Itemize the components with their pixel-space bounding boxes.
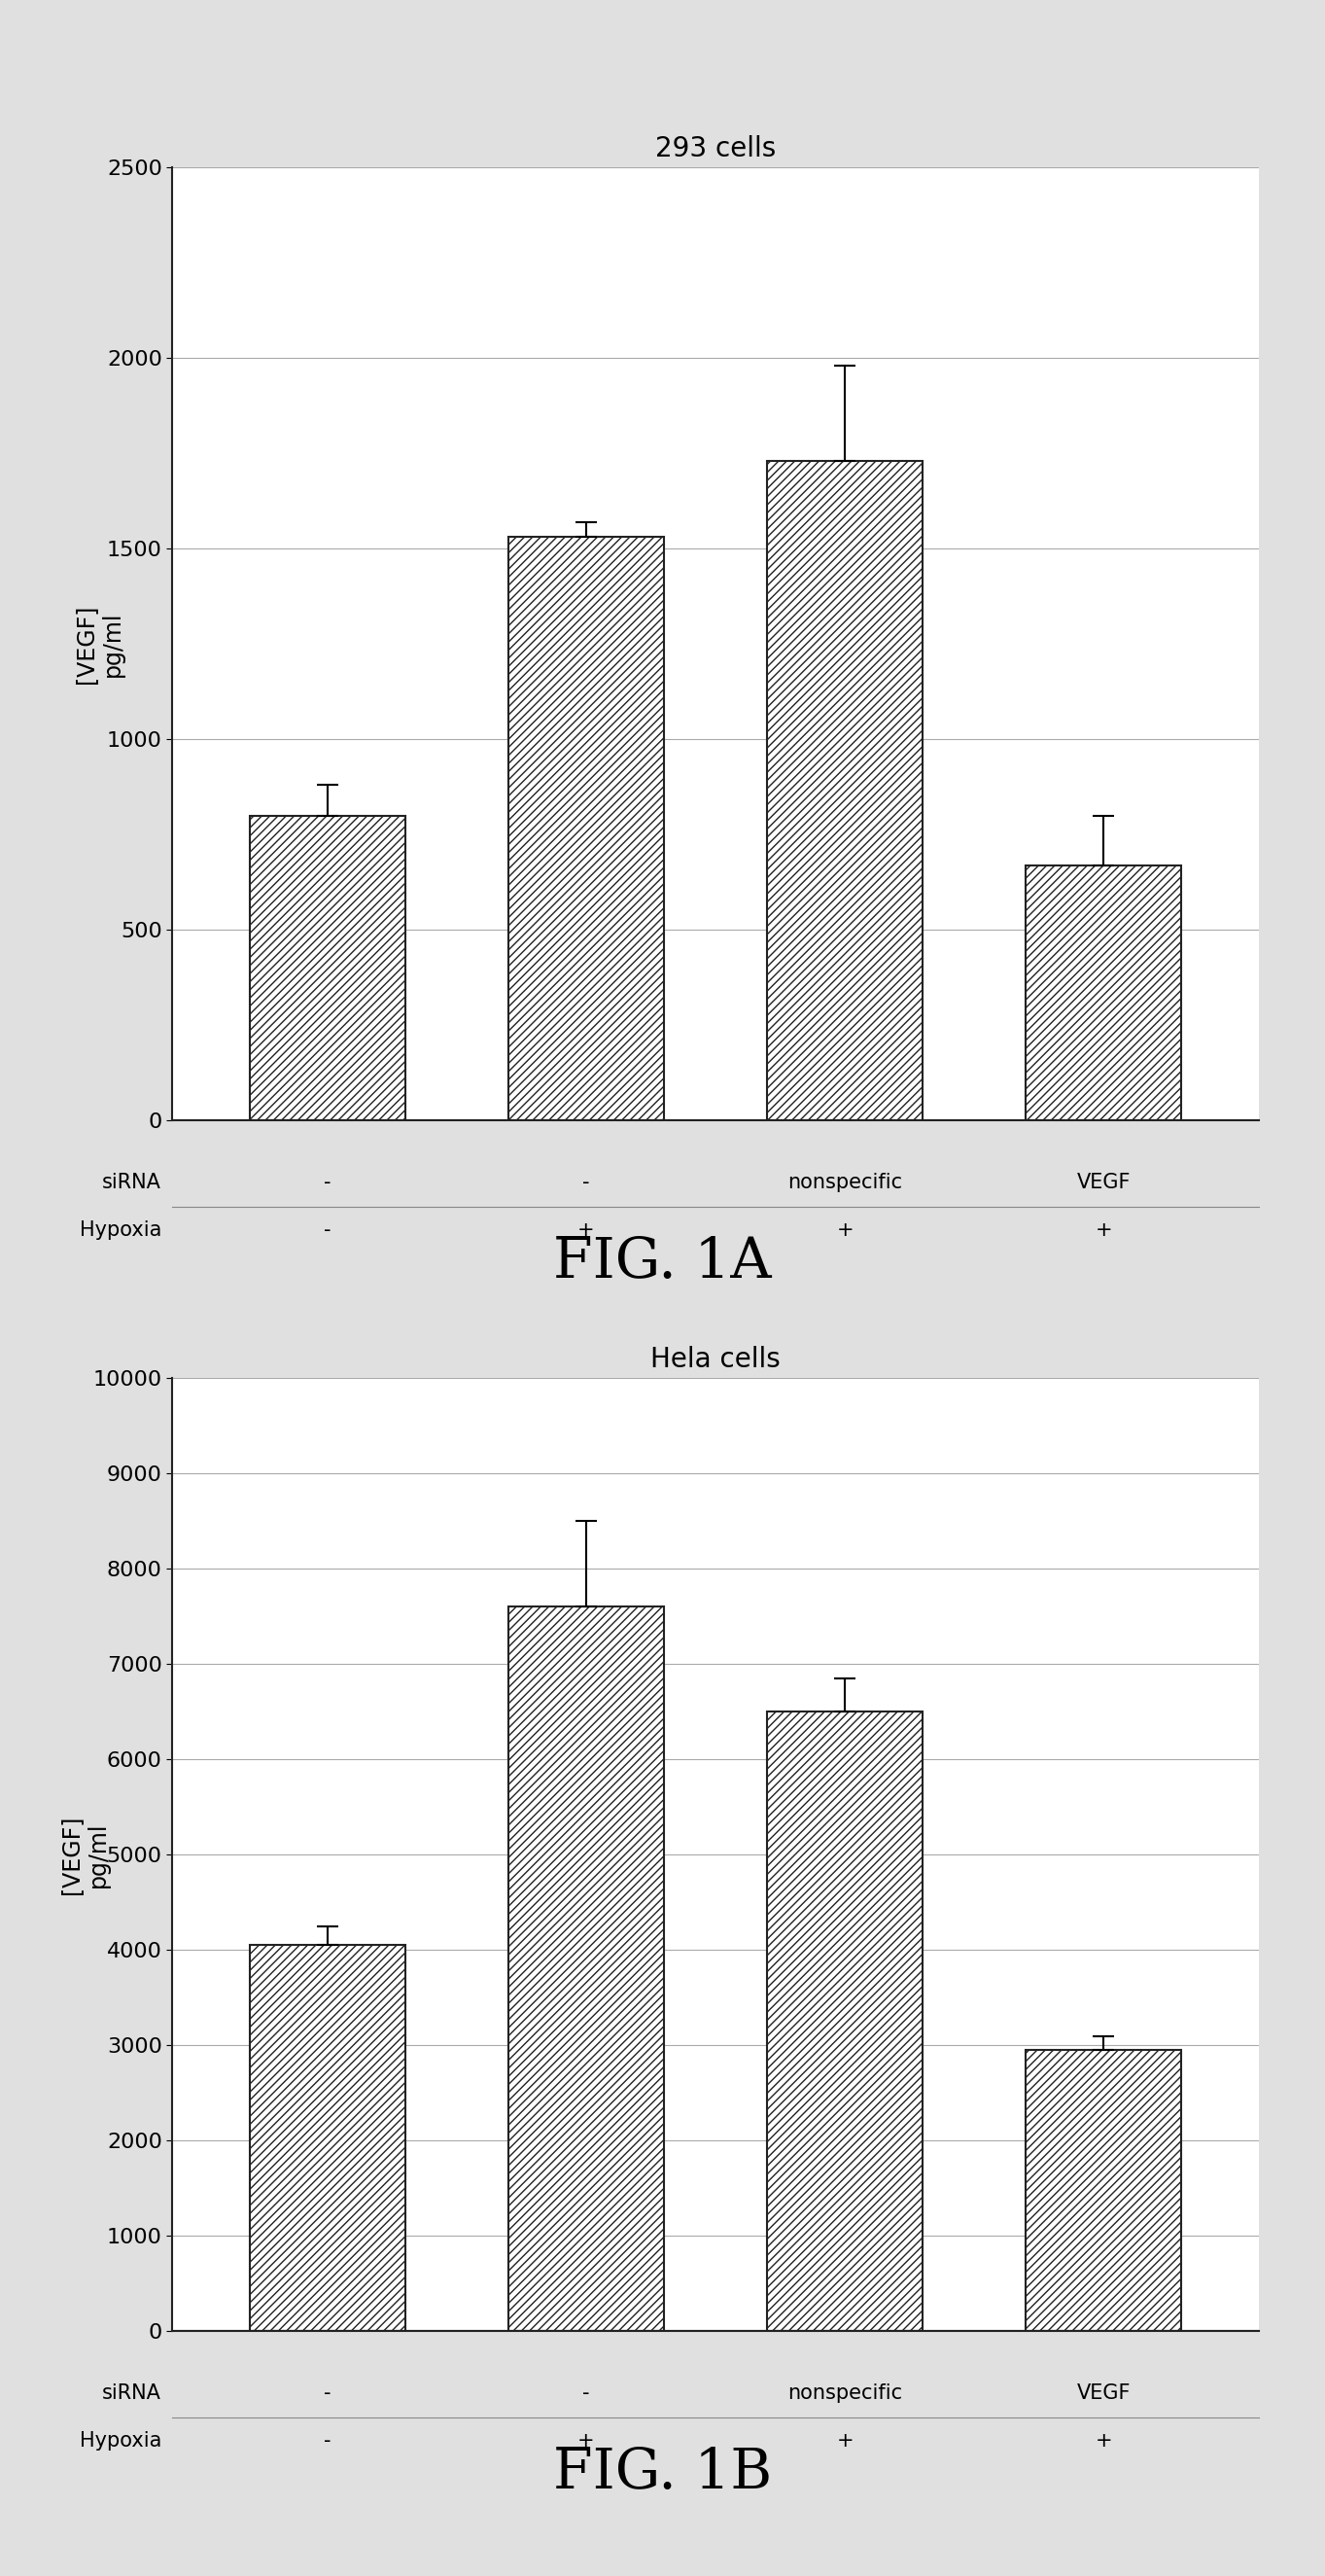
Y-axis label: [VEGF]
pg/ml: [VEGF] pg/ml [74,605,125,683]
Bar [1026,866,1181,1121]
Bar [509,1607,664,2331]
Bar [767,1713,922,2331]
Text: FIG. 1A: FIG. 1A [554,1234,771,1291]
Title: 293 cells: 293 cells [655,137,776,162]
Y-axis label: [VEGF]
pg/ml: [VEGF] pg/ml [60,1816,110,1893]
Bar [250,1945,405,2331]
Text: Hypoxia: Hypoxia [80,1221,162,1239]
Text: -: - [323,1172,331,1193]
Text: -: - [583,2383,590,2403]
Text: -: - [583,1172,590,1193]
Text: FIG. 1B: FIG. 1B [553,2445,772,2501]
Bar [509,538,664,1121]
Bar [250,817,405,1121]
Bar [767,461,922,1121]
Text: VEGF: VEGF [1076,2383,1130,2403]
Text: -: - [323,2383,331,2403]
Text: +: + [578,2432,595,2450]
Text: +: + [836,1221,853,1239]
Text: +: + [1094,1221,1112,1239]
Bar [1026,2050,1181,2331]
Title: Hela cells: Hela cells [651,1347,780,1373]
Text: VEGF: VEGF [1076,1172,1130,1193]
Text: +: + [836,2432,853,2450]
Text: -: - [323,2432,331,2450]
Text: nonspecific: nonspecific [787,2383,902,2403]
Text: siRNA: siRNA [102,1172,162,1193]
Text: siRNA: siRNA [102,2383,162,2403]
Text: Hypoxia: Hypoxia [80,2432,162,2450]
Text: -: - [323,1221,331,1239]
Text: +: + [578,1221,595,1239]
Text: nonspecific: nonspecific [787,1172,902,1193]
Text: +: + [1094,2432,1112,2450]
